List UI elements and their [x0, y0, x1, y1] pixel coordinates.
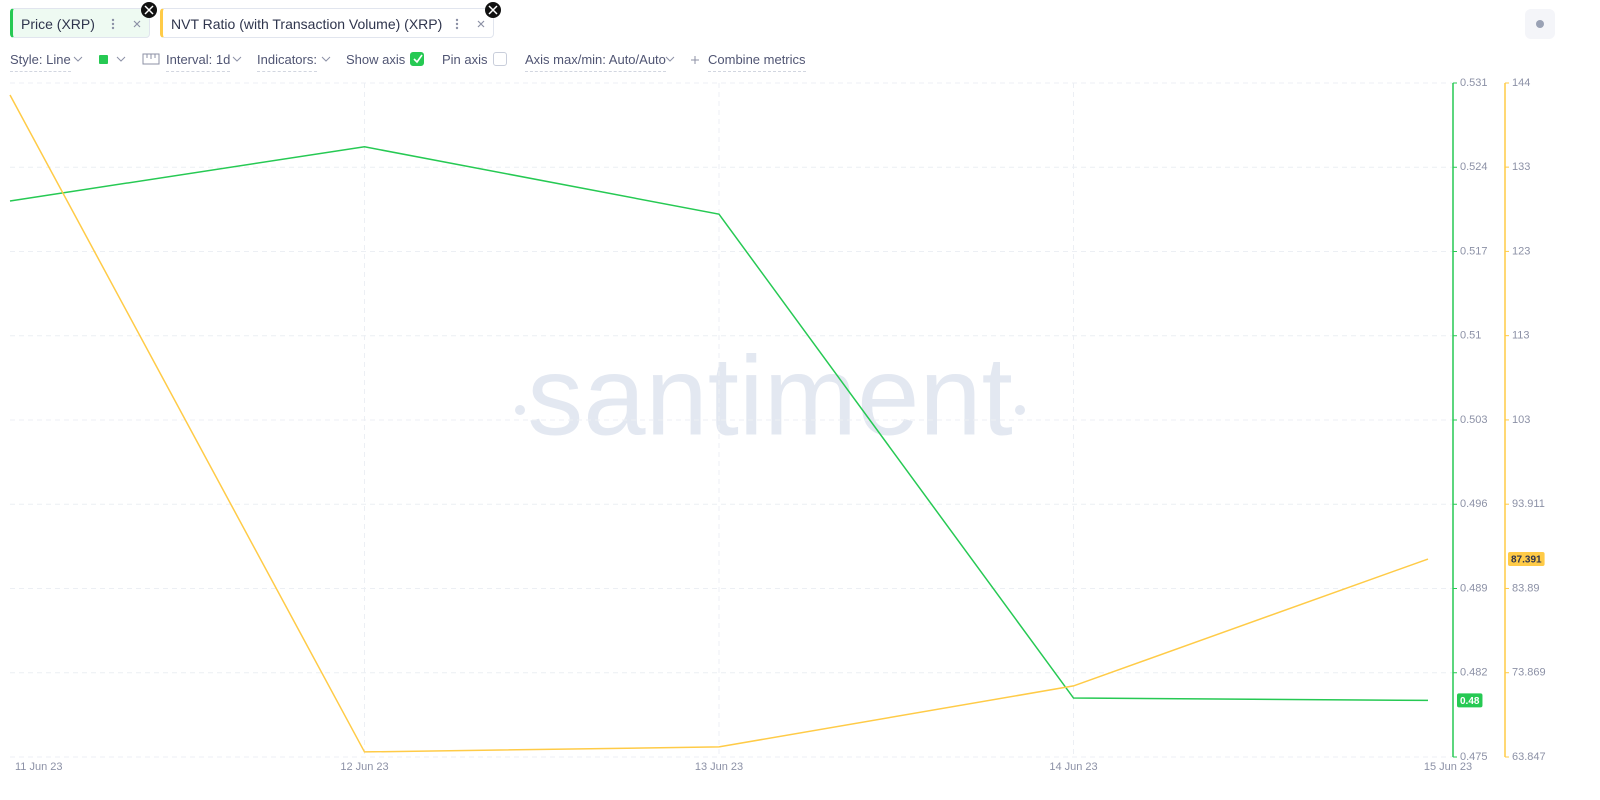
close-button[interactable] — [141, 2, 157, 18]
last-value-badge — [1508, 552, 1545, 567]
pin-axis-label: Pin axis — [442, 52, 488, 67]
y2-tick-label: 83.89 — [1512, 582, 1540, 594]
y-tick-label: 0.475 — [1460, 751, 1488, 763]
last-value-label: 0.48 — [1460, 696, 1480, 707]
metric-tab[interactable]: NVT Ratio (with Transaction Volume) (XRP… — [160, 8, 494, 38]
y-tick-label: 0.531 — [1460, 77, 1488, 89]
x-tick-label: 12 Jun 23 — [340, 761, 388, 773]
y2-tick-label: 93.911 — [1512, 498, 1545, 510]
x-tick-label: 11 Jun 23 — [15, 761, 63, 773]
x-tick-label: 15 Jun 23 — [1424, 761, 1472, 773]
combine-metrics[interactable]: Combine metrics — [708, 52, 806, 72]
last-value-label: 87.391 — [1511, 555, 1542, 566]
y2-tick-label: 63.847 — [1512, 751, 1546, 763]
show-axis-checkbox[interactable] — [410, 52, 424, 66]
x-tick-label: 13 Jun 23 — [695, 761, 743, 773]
y2-tick-label: 133 — [1512, 161, 1530, 173]
interval-select[interactable]: Interval: 1d — [166, 52, 231, 72]
y-tick-label: 0.524 — [1460, 161, 1488, 173]
last-value-badge — [1457, 693, 1483, 708]
y-tick-label: 0.482 — [1460, 667, 1488, 679]
y-tick-label: 0.489 — [1460, 582, 1488, 594]
style-select[interactable]: Style: Line — [10, 52, 71, 72]
x-tick-label: 14 Jun 23 — [1049, 761, 1097, 773]
top-icons — [141, 2, 1555, 39]
close-button[interactable] — [485, 2, 501, 18]
y-tick-label: 0.51 — [1460, 330, 1481, 342]
y2-tick-label: 123 — [1512, 245, 1530, 257]
pin-axis-checkbox[interactable] — [493, 52, 507, 66]
y2-tick-label: 103 — [1512, 414, 1530, 426]
settings-button[interactable] — [1525, 9, 1555, 39]
tab-label: Price (XRP) — [21, 16, 95, 32]
show-axis-label: Show axis — [346, 52, 406, 67]
axis-range-select[interactable]: Axis max/min: Auto/Auto — [525, 52, 666, 72]
series-line — [9, 94, 1429, 753]
y2-tick-label: 113 — [1512, 330, 1530, 342]
y-tick-label: 0.503 — [1460, 414, 1488, 426]
indicators-select[interactable]: Indicators: — [257, 52, 317, 72]
series-line — [9, 146, 1429, 702]
tab-label: NVT Ratio (with Transaction Volume) (XRP… — [171, 16, 443, 32]
watermark: santiment — [527, 334, 1013, 459]
y2-tick-label: 73.869 — [1512, 667, 1546, 679]
toolbar-icons — [73, 53, 699, 65]
y-tick-label: 0.517 — [1460, 245, 1488, 257]
tab-icons[interactable] — [109, 17, 149, 31]
tab-icons[interactable] — [453, 17, 493, 31]
y2-tick-label: 144 — [1512, 77, 1530, 89]
metric-tab[interactable]: Price (XRP) — [10, 8, 150, 38]
y-tick-label: 0.496 — [1460, 498, 1488, 510]
